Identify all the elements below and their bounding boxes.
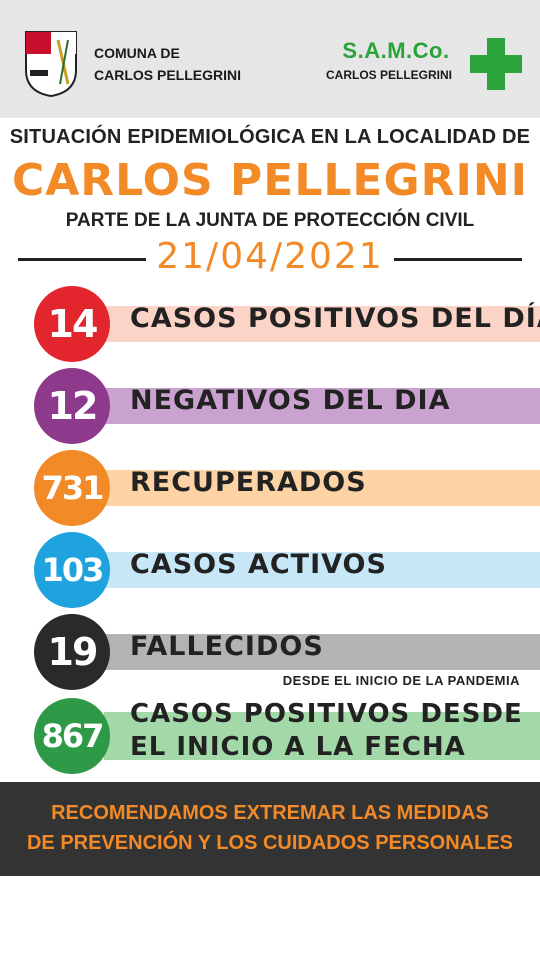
stat-value-circle: 19 bbox=[34, 614, 110, 690]
stat-label: FALLECIDOS bbox=[130, 631, 324, 662]
header-bar: COMUNA DE CARLOS PELLEGRINI S.A.M.Co. CA… bbox=[0, 0, 540, 118]
city-title: CARLOS PELLEGRINI bbox=[11, 155, 529, 206]
stat-value-circle: 731 bbox=[34, 450, 110, 526]
comuna-line-1: COMUNA DE bbox=[94, 45, 180, 61]
stat-casos-positivos-dia: CASOS POSITIVOS DEL DÍA 14 bbox=[0, 286, 540, 362]
stat-casos-activos: CASOS ACTIVOS 103 bbox=[0, 532, 540, 608]
health-cross-icon bbox=[470, 38, 522, 90]
recommendation-text: RECOMENDAMOS EXTREMAR LAS MEDIDAS DE PRE… bbox=[0, 798, 540, 858]
recommendation-line-1: RECOMENDAMOS EXTREMAR LAS MEDIDAS bbox=[51, 802, 489, 824]
stat-label: CASOS POSITIVOS DESDE EL INICIO A LA FEC… bbox=[130, 699, 523, 762]
stat-recuperados: RECUPERADOS 731 bbox=[0, 450, 540, 526]
samco-title: S.A.M.Co. bbox=[342, 38, 450, 63]
situation-heading: SITUACIÓN EPIDEMIOLÓGICA EN LA LOCALIDAD… bbox=[9, 126, 531, 148]
pandemic-start-note: DESDE EL INICIO DE LA PANDEMIA bbox=[282, 673, 520, 688]
comuna-shield-icon bbox=[25, 31, 77, 98]
stat-value-circle: 14 bbox=[34, 286, 110, 362]
stat-label: NEGATIVOS DEL DIA bbox=[130, 385, 451, 416]
stat-label: CASOS ACTIVOS bbox=[130, 549, 387, 580]
stat-negativos-dia: NEGATIVOS DEL DIA 12 bbox=[0, 368, 540, 444]
stat-label: RECUPERADOS bbox=[130, 467, 367, 498]
date-divider-right bbox=[394, 258, 522, 261]
samco-subtitle: CARLOS PELLEGRINI bbox=[325, 68, 452, 82]
stat-fallecidos: FALLECIDOS 19 bbox=[0, 614, 540, 690]
date-divider-left bbox=[18, 258, 146, 261]
stat-band bbox=[104, 552, 540, 588]
stat-casos-positivos-total: CASOS POSITIVOS DESDE EL INICIO A LA FEC… bbox=[0, 698, 540, 774]
stat-band bbox=[104, 634, 540, 670]
stat-band bbox=[104, 306, 540, 342]
stat-band bbox=[104, 470, 540, 506]
stat-value-circle: 12 bbox=[34, 368, 110, 444]
stat-band bbox=[104, 388, 540, 424]
parte-subtitle: PARTE DE LA JUNTA DE PROTECCIÓN CIVIL bbox=[65, 210, 475, 231]
stat-label: CASOS POSITIVOS DEL DÍA bbox=[130, 303, 540, 334]
date-row: 21/04/2021 bbox=[0, 236, 540, 280]
report-date: 21/04/2021 bbox=[156, 236, 384, 277]
recommendation-footer: RECOMENDAMOS EXTREMAR LAS MEDIDAS DE PRE… bbox=[0, 782, 540, 876]
comuna-name: COMUNA DE CARLOS PELLEGRINI bbox=[94, 42, 241, 86]
stat-value-circle: 103 bbox=[34, 532, 110, 608]
comuna-line-2: CARLOS PELLEGRINI bbox=[94, 67, 242, 83]
stat-band bbox=[104, 712, 540, 760]
stat-value-circle: 867 bbox=[34, 698, 110, 774]
recommendation-line-2: DE PREVENCIÓN Y LOS CUIDADOS PERSONALES bbox=[26, 832, 513, 854]
